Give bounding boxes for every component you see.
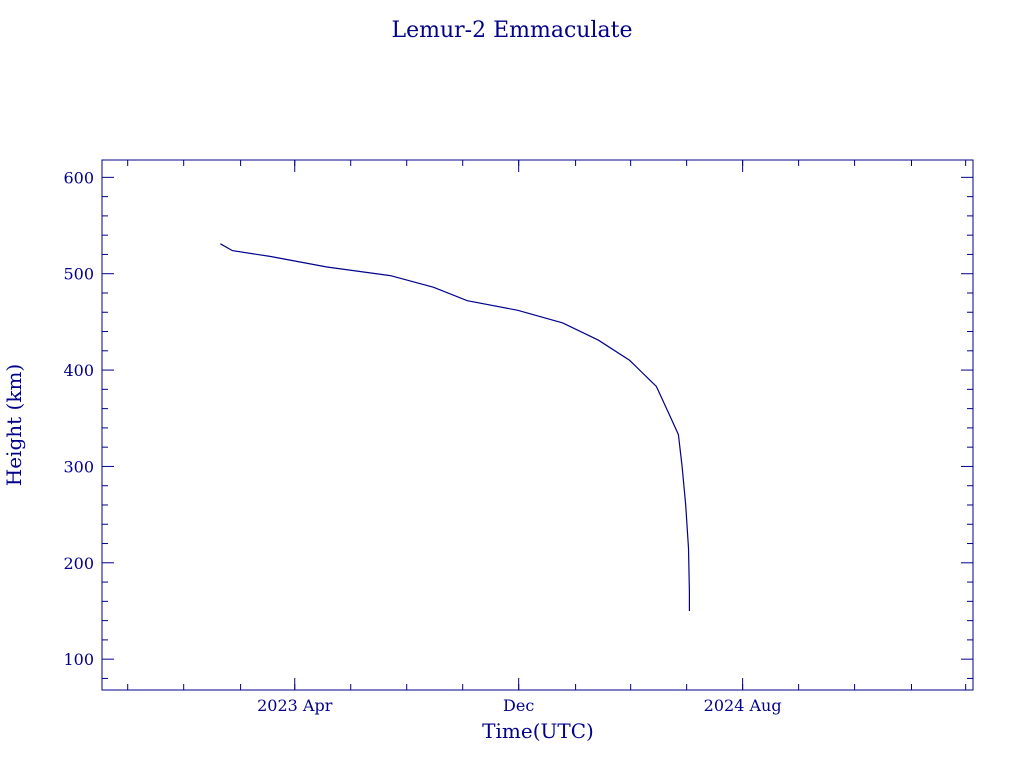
y-tick-label: 100 bbox=[63, 650, 94, 669]
y-tick-labels: 100 200 300 400 500 600 bbox=[63, 168, 94, 669]
x-tick-label: Dec bbox=[503, 696, 534, 715]
chart-title: Lemur-2 Emmaculate bbox=[391, 18, 632, 43]
x-tick-label: 2023 Apr bbox=[257, 696, 333, 715]
axis-ticks bbox=[102, 160, 973, 690]
y-axis-label: Height (km) bbox=[2, 364, 26, 486]
y-tick-label: 400 bbox=[63, 361, 94, 380]
plot-frame bbox=[101, 159, 974, 691]
y-tick-label: 200 bbox=[63, 554, 94, 573]
x-axis-label: Time(UTC) bbox=[482, 719, 594, 743]
y-tick-label: 300 bbox=[63, 457, 94, 476]
x-tick-label: 2024 Aug bbox=[704, 696, 782, 715]
series-line bbox=[220, 243, 690, 611]
x-tick-labels: 2023 Apr Dec 2024 Aug bbox=[257, 696, 781, 715]
y-tick-label: 600 bbox=[63, 168, 94, 187]
y-tick-label: 500 bbox=[63, 265, 94, 284]
